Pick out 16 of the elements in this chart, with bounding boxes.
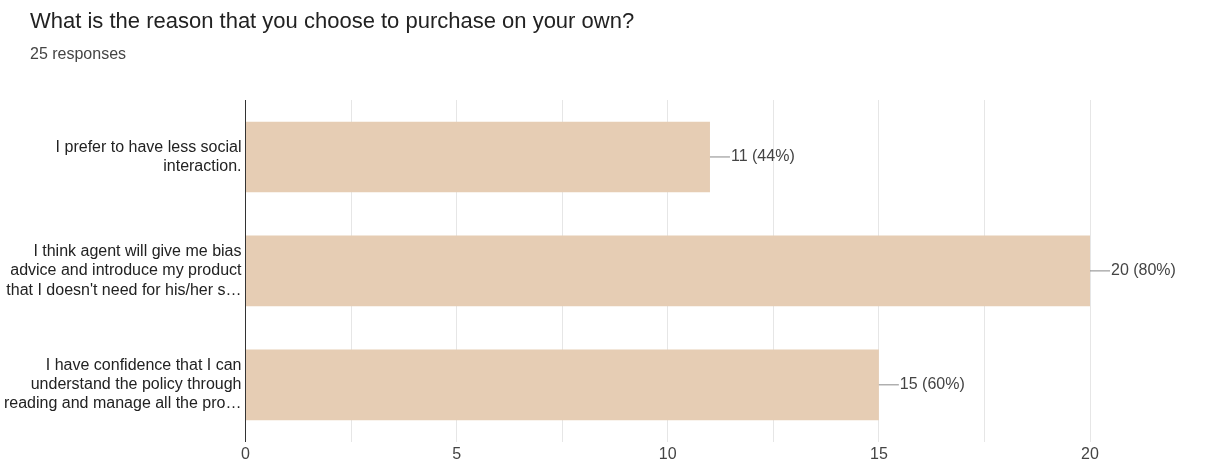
y-tick-label: I have confidence that I can understand the policy through reading and manage all the pro… — [3, 356, 242, 412]
text: 25 responses — [30, 45, 127, 63]
x-tick-label: 5 — [452, 444, 462, 462]
y-tick-label: I think agent will give me bias advice and introduce my product that I doesn't need for his/her s… — [6, 242, 243, 298]
data-label: 20 (80%) — [1111, 261, 1176, 279]
bar — [245, 349, 879, 421]
data-label: 11 (44%) — [730, 147, 795, 165]
x-tick-label: 10 — [658, 444, 677, 462]
x-tick-label: 15 — [869, 444, 888, 462]
bar — [245, 121, 710, 193]
y-tick-label: I prefer to have less social interaction. — [55, 137, 242, 174]
chart-title: What is the reason that you choose to purchase on your own? — [30, 8, 635, 34]
x-tick-label: 20 — [1081, 444, 1099, 462]
bar — [245, 235, 1090, 307]
x-tick-label: 0 — [241, 444, 251, 462]
data-label: 15 (60%) — [899, 375, 965, 393]
